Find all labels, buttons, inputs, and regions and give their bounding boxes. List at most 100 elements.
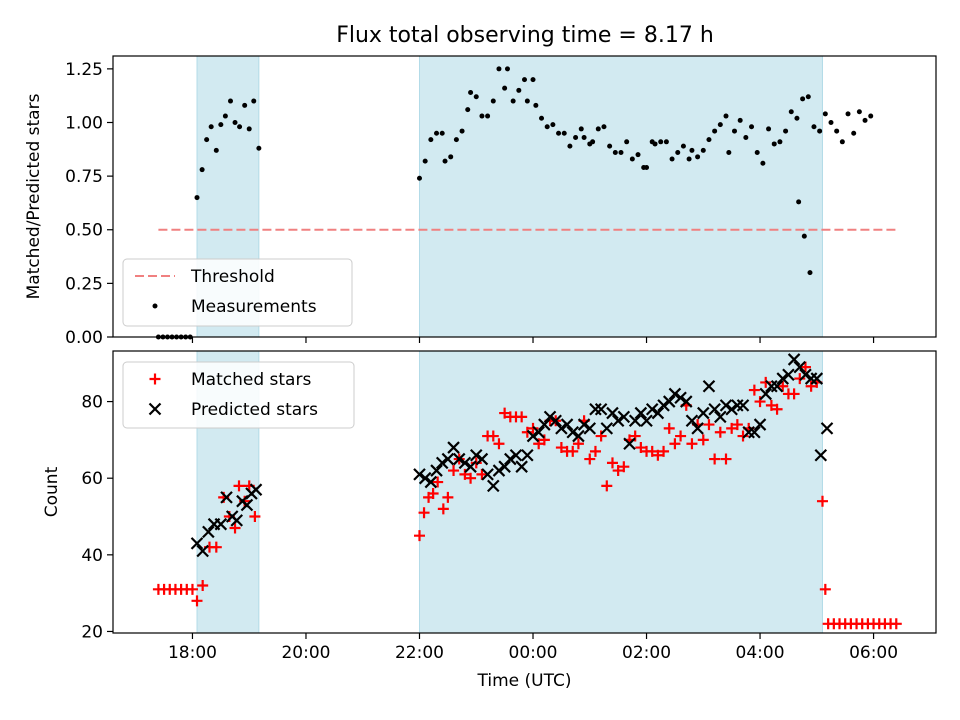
point: [242, 102, 248, 108]
point: [448, 154, 454, 160]
legend-box: [122, 258, 353, 327]
point: [807, 270, 813, 276]
point: [612, 150, 618, 156]
point: [213, 147, 219, 153]
point: [754, 150, 760, 156]
point: [680, 143, 686, 149]
point: [805, 380, 817, 392]
point: [674, 391, 687, 405]
point: [249, 483, 263, 496]
point: [788, 388, 800, 400]
plot-frame: [112, 55, 937, 338]
point: [210, 541, 222, 553]
point: [702, 379, 716, 393]
point: [432, 476, 444, 488]
point: [186, 583, 198, 595]
point: [502, 85, 508, 91]
point: [584, 453, 596, 465]
point: [720, 453, 732, 465]
point: [743, 135, 749, 141]
point: [515, 460, 528, 473]
point: [214, 517, 228, 531]
point: [538, 418, 551, 431]
point: [439, 130, 445, 136]
point: [521, 448, 534, 462]
point: [204, 137, 210, 143]
point: [556, 130, 562, 136]
point: [793, 360, 807, 374]
point: [590, 139, 596, 145]
point: [765, 379, 778, 393]
point: [732, 128, 738, 134]
point: [814, 448, 828, 462]
point: [805, 94, 811, 100]
point: [543, 410, 557, 424]
point: [470, 457, 482, 469]
point: [240, 498, 254, 512]
bottom-panel: 20 40 60 80 18:00 20:00 22:00 00:00 02:00 04:00 06…: [42, 350, 937, 691]
point: [218, 122, 224, 128]
point: [856, 109, 862, 115]
point: [487, 479, 500, 493]
point: [607, 143, 613, 149]
x-tick-label: 04:00: [736, 643, 785, 663]
point: [645, 402, 659, 416]
x-tick-label: 18:00: [168, 643, 217, 663]
legend-entry: Predicted stars: [148, 400, 318, 420]
top-panel: 0.00 0.25 0.50 0.75 1.00 1.25 Matched/Predicte…: [24, 55, 937, 348]
point: [418, 471, 432, 485]
point: [737, 430, 749, 442]
point: [623, 437, 636, 451]
point: [208, 124, 214, 130]
point: [834, 128, 840, 134]
point: [748, 425, 761, 439]
point: [237, 124, 243, 130]
point: [794, 115, 800, 121]
point: [679, 395, 693, 408]
point: [725, 402, 738, 416]
point: [685, 414, 699, 428]
legend-entry: Matched stars: [149, 370, 311, 390]
point: [651, 406, 665, 420]
point: [413, 468, 426, 481]
point: [522, 77, 527, 83]
point: [595, 430, 607, 442]
point: [560, 418, 574, 431]
point: [800, 96, 806, 102]
point: [435, 456, 449, 470]
point: [428, 137, 434, 143]
point: [476, 468, 488, 480]
point: [481, 468, 494, 481]
point: [691, 422, 704, 435]
point: [469, 448, 483, 462]
point: [229, 522, 241, 534]
point: [862, 117, 868, 123]
point: [199, 167, 205, 173]
point: [771, 403, 783, 415]
point: [530, 77, 536, 83]
point: [624, 139, 630, 145]
point: [820, 422, 834, 435]
point: [765, 399, 777, 411]
point: [771, 141, 777, 147]
point: [759, 387, 773, 401]
y-tick-label: 1.25: [65, 60, 103, 80]
point: [714, 426, 726, 438]
y-tick-label: 40: [81, 546, 103, 566]
point: [220, 491, 233, 504]
point: [777, 139, 783, 145]
point: [567, 445, 579, 457]
point: [709, 453, 721, 465]
point: [799, 368, 812, 382]
legend-swatch: [149, 373, 161, 385]
point: [657, 399, 670, 412]
legend-entry: Measurements: [152, 297, 317, 317]
point: [695, 154, 701, 160]
point: [490, 98, 496, 104]
point: [617, 410, 631, 424]
point: [498, 460, 511, 473]
point: [708, 402, 721, 416]
x-tick-label: 02:00: [622, 643, 671, 663]
point: [459, 128, 465, 134]
point: [804, 372, 818, 385]
